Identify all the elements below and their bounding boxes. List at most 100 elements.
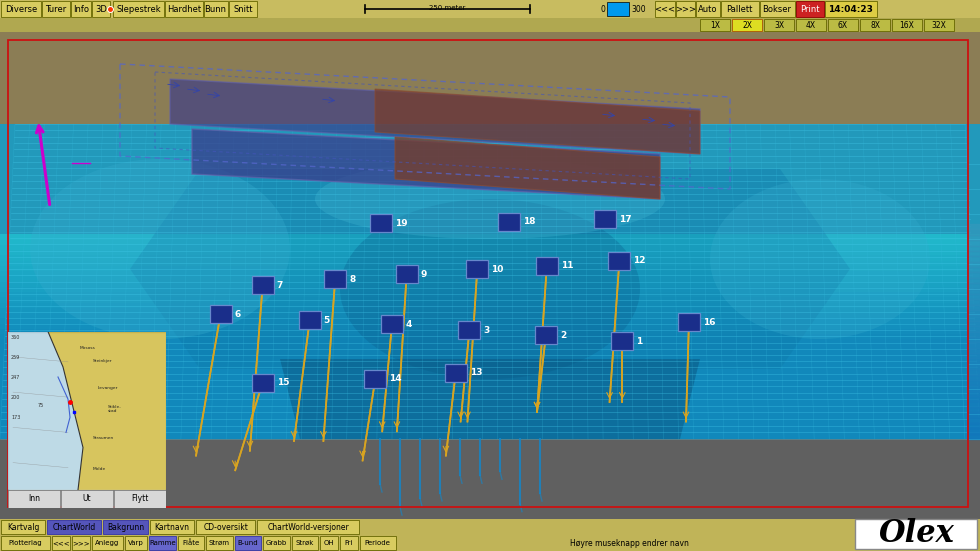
Ellipse shape (340, 199, 640, 379)
Polygon shape (192, 129, 660, 199)
Text: Levanger: Levanger (98, 386, 119, 390)
Text: 14:04:23: 14:04:23 (828, 4, 873, 14)
Bar (1, 536, 50, 550)
Text: Inn: Inn (28, 494, 40, 504)
Bar (104, 520, 148, 534)
Text: 12: 12 (633, 256, 646, 266)
Text: 173: 173 (11, 415, 21, 420)
Bar (655, 1, 674, 17)
Bar (149, 536, 175, 550)
Bar (92, 1, 110, 17)
Bar (824, 1, 876, 17)
Bar (678, 314, 700, 331)
Text: Bunn: Bunn (205, 4, 226, 14)
Text: Ut: Ut (82, 494, 91, 504)
Text: Steinkjer: Steinkjer (93, 359, 113, 363)
Text: 3: 3 (483, 326, 490, 334)
Text: Pallett: Pallett (726, 4, 753, 14)
Bar (594, 210, 615, 229)
Bar (252, 276, 273, 294)
Text: <<<: <<< (655, 4, 675, 14)
Bar (535, 326, 557, 344)
Polygon shape (48, 332, 166, 490)
Bar (796, 19, 826, 31)
Bar (0, 434, 980, 519)
Text: Molde: Molde (93, 467, 106, 471)
Bar (828, 19, 858, 31)
Bar (125, 536, 147, 550)
Text: 8X: 8X (870, 20, 880, 30)
Bar (228, 1, 257, 17)
Text: Info: Info (73, 4, 89, 14)
Bar (1, 520, 45, 534)
Bar (612, 332, 633, 350)
Text: 2: 2 (560, 331, 566, 340)
Bar (252, 374, 273, 392)
Text: Mososs: Mososs (80, 346, 96, 350)
Text: 7: 7 (276, 281, 283, 290)
Polygon shape (375, 89, 700, 154)
Text: 1X: 1X (710, 20, 720, 30)
Text: Flytt: Flytt (131, 494, 149, 504)
Text: 13: 13 (469, 369, 482, 377)
Bar (299, 311, 320, 329)
Bar (498, 213, 519, 231)
Text: 3D: 3D (95, 4, 107, 14)
Text: Olex: Olex (878, 518, 955, 549)
Text: 3X: 3X (774, 20, 784, 30)
Text: 16: 16 (703, 318, 715, 327)
Bar (607, 2, 629, 16)
Text: 11: 11 (561, 261, 573, 270)
Text: 16X: 16X (900, 20, 914, 30)
Bar (381, 315, 403, 333)
Bar (732, 19, 762, 31)
Bar (760, 1, 795, 17)
Text: Turer: Turer (45, 4, 67, 14)
Text: 6: 6 (234, 310, 241, 319)
Text: 15: 15 (276, 378, 289, 387)
Bar (675, 1, 695, 17)
Text: 10: 10 (491, 264, 504, 274)
Bar (536, 257, 558, 275)
Bar (204, 1, 227, 17)
Text: 300: 300 (631, 4, 646, 14)
Text: 75: 75 (38, 403, 44, 408)
Bar (924, 19, 954, 31)
Polygon shape (8, 332, 83, 490)
Bar (340, 536, 358, 550)
Polygon shape (130, 169, 850, 369)
Bar (196, 520, 255, 534)
Text: Fri: Fri (345, 540, 353, 546)
Text: 360: 360 (11, 334, 21, 340)
Bar (370, 214, 392, 233)
Text: Ramme: Ramme (149, 540, 175, 546)
Bar (324, 271, 346, 288)
Text: Periode: Periode (365, 540, 391, 546)
Bar (42, 1, 70, 17)
Text: <<<: <<< (52, 540, 70, 546)
Text: Grabb: Grabb (266, 540, 287, 546)
Bar (445, 364, 466, 382)
Bar (263, 536, 289, 550)
Text: Kartnavn: Kartnavn (155, 522, 189, 532)
Bar (8, 332, 166, 490)
Text: Anlegg: Anlegg (95, 540, 120, 546)
Bar (8, 490, 60, 508)
Bar (796, 1, 823, 17)
Text: Bakgrunn: Bakgrunn (107, 522, 144, 532)
Text: Flåte: Flåte (182, 539, 199, 547)
Bar (71, 1, 91, 17)
Text: 247: 247 (11, 375, 21, 380)
Text: 0: 0 (600, 4, 605, 14)
Text: 9: 9 (420, 269, 427, 279)
Text: Auto: Auto (698, 4, 717, 14)
Text: Stikle-
stad: Stikle- stad (108, 404, 122, 413)
Ellipse shape (30, 159, 290, 339)
Bar (466, 260, 488, 278)
Bar (52, 536, 70, 550)
Text: Plotterlag: Plotterlag (9, 540, 42, 546)
Bar (459, 321, 480, 339)
Bar (72, 536, 90, 550)
Bar (165, 1, 203, 17)
Bar (860, 19, 890, 31)
